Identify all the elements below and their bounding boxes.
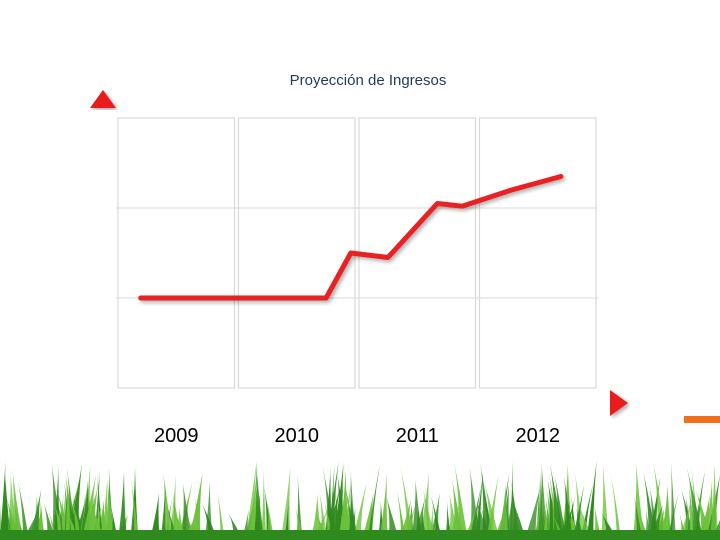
grass-blade — [0, 461, 6, 540]
grass-blade — [643, 471, 657, 540]
grass-blade — [563, 496, 576, 540]
grass-blade — [653, 462, 668, 540]
grass-blade — [379, 473, 388, 540]
grass-blade — [150, 493, 160, 540]
grass-blade — [194, 495, 202, 540]
grass-blade — [430, 493, 442, 540]
grass-blade — [216, 489, 225, 540]
y-axis-arrow — [90, 90, 116, 108]
grass-blade — [399, 464, 414, 540]
grass-blade — [480, 463, 493, 540]
grass-blade — [509, 460, 514, 540]
grass-blade — [610, 470, 622, 540]
grass-blade — [454, 463, 468, 540]
grass-blade — [17, 479, 29, 540]
grass-blade — [131, 479, 139, 540]
x-tick-label: 2012 — [516, 425, 561, 447]
grass-blade — [632, 462, 645, 540]
grass-blade — [106, 478, 115, 540]
grass-blade — [498, 483, 509, 540]
grass-blade — [11, 469, 22, 540]
grass-blade — [261, 469, 267, 540]
grass-blade — [188, 472, 203, 540]
grass-blade — [172, 492, 182, 540]
grass-blade — [254, 462, 264, 540]
grass-blade — [367, 465, 380, 540]
grid-column — [478, 117, 597, 389]
grass-blade — [687, 468, 704, 540]
chart-title: Proyección de Ingresos — [289, 72, 447, 89]
grid-column — [237, 117, 356, 389]
grass-blade — [586, 460, 597, 540]
grass-blade — [160, 483, 166, 540]
series-line — [138, 174, 564, 301]
x-tick-label: 2010 — [275, 425, 320, 447]
x-tick-labels: 2009 2010 2011 2012 — [154, 425, 560, 447]
grass-decoration — [0, 460, 720, 540]
grass-blade — [328, 463, 335, 540]
series — [138, 174, 564, 301]
grass-blade — [660, 485, 672, 540]
axes — [90, 90, 628, 416]
grass-blade — [709, 463, 719, 540]
grass-blade — [524, 487, 541, 540]
grass-blade — [511, 497, 526, 540]
x-tick-label: 2009 — [154, 425, 199, 447]
grass-blade — [280, 466, 291, 540]
grass-blade — [118, 471, 127, 540]
grass-blade — [670, 461, 677, 540]
x-axis-arrow — [610, 390, 628, 416]
grass-blade — [81, 475, 96, 540]
grass-blade — [469, 487, 481, 540]
grid-column — [358, 117, 477, 389]
grass-blade — [249, 466, 258, 540]
grass-blade — [181, 483, 193, 540]
x-tick-label: 2011 — [396, 425, 439, 447]
grass-blade — [486, 475, 499, 540]
grass-blade — [601, 462, 609, 540]
grass-blade — [352, 483, 367, 540]
grid-column — [117, 117, 236, 389]
grass-blade — [319, 490, 328, 540]
grass-blade — [386, 496, 399, 540]
orange-accent-bar — [684, 416, 720, 423]
grass-blade — [343, 475, 352, 540]
grass-blade — [474, 471, 484, 540]
grass-blade — [29, 489, 42, 540]
grass-base — [0, 530, 720, 540]
grass-blade — [550, 464, 565, 540]
grass-blade — [572, 485, 585, 540]
grass-blade — [634, 496, 643, 540]
grass-blade — [97, 473, 103, 540]
